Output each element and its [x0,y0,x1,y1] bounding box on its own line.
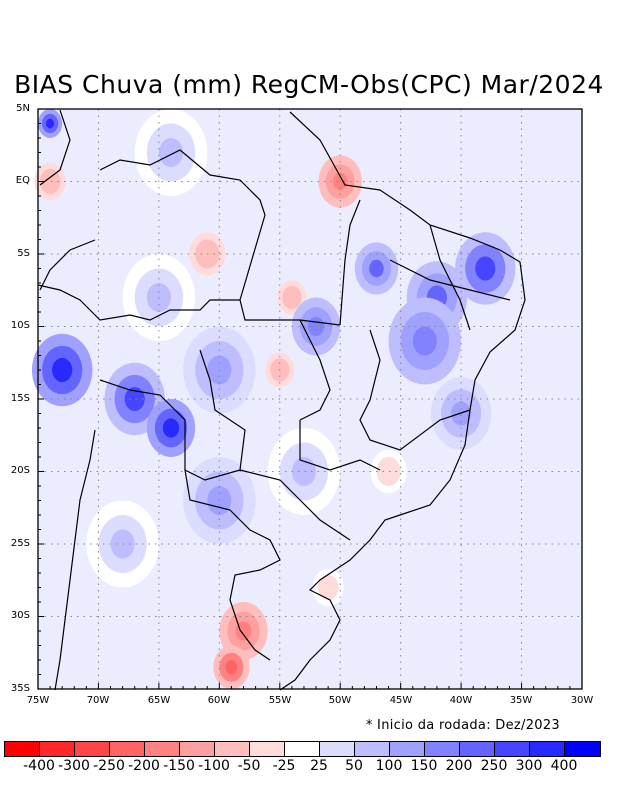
colorbar-box [530,742,565,756]
colorbar-box [75,742,110,756]
colorbar-label: -200 [128,758,160,774]
lat-label: 30S [10,610,30,621]
colorbar-box [215,742,250,756]
colorbar-label: -400 [23,758,55,774]
colorbar-box [460,742,495,756]
colorbar-box [285,742,320,756]
colorbar-label: -25 [272,758,296,774]
colorbar-label: 50 [345,758,363,774]
bias-blob [369,259,384,278]
colorbar-label: 300 [515,758,543,774]
colorbar-label: 150 [410,758,438,774]
border-andes [39,109,96,691]
colorbar-box [355,742,390,756]
bias-blob [158,138,184,167]
bias-blob [225,660,238,675]
bias-blob [412,326,437,356]
colorbar-box [390,742,425,756]
colorbar-label: -300 [58,758,90,774]
colorbar-box [180,742,215,756]
colorbar-box [110,742,145,756]
lat-label: 5S [17,248,30,259]
bias-blob [291,457,317,486]
lon-label: 30W [570,695,594,706]
lon-label: 65W [147,695,171,706]
coastline-east [279,111,526,691]
bias-blob [124,386,145,412]
axis-ticks [37,108,583,690]
bias-blob [287,291,297,304]
colorbar-label: -50 [237,758,261,774]
bias-field [31,109,582,689]
bias-blob [322,581,334,594]
border-paraguay-argentina [184,469,281,661]
lon-label: 50W [328,695,352,706]
colorbar [4,741,601,757]
border-bolivia [99,349,246,481]
colorbar-box [5,742,40,756]
lon-label: 75W [26,695,50,706]
run-start-note: * Inicio da rodada: Dez/2023 [365,718,560,733]
colorbar-box [495,742,530,756]
border-north [99,149,266,301]
lon-label: 60W [207,695,231,706]
country-borders [37,109,526,691]
lat-label: 10S [10,320,30,331]
lat-label: EQ [15,175,30,186]
lon-label: 35W [509,695,533,706]
lon-label: 40W [449,695,473,706]
colorbar-label: -150 [163,758,195,774]
bias-blob [235,621,252,641]
state-borders [239,199,511,541]
colorbar-box [250,742,285,756]
lat-label: 15S [10,393,30,404]
bias-blob [52,357,73,383]
colorbar-label: -250 [93,758,125,774]
bias-blob [44,175,56,188]
lon-label: 70W [86,695,110,706]
colorbar-label: -100 [198,758,230,774]
colorbar-box [565,742,600,756]
lon-label: 55W [268,695,292,706]
lon-label: 45W [389,695,413,706]
map-title: BIAS Chuva (mm) RegCM-Obs(CPC) Mar/2024 [14,70,604,99]
colorbar-box [40,742,75,756]
lat-label: 25S [10,538,30,549]
lat-label: 35S [10,683,30,694]
bias-blob [382,464,395,479]
colorbar-label: 25 [310,758,328,774]
bias-blob [475,256,496,281]
colorbar-box [145,742,180,756]
colorbar-label: 200 [445,758,473,774]
lat-label: 5N [16,103,30,114]
colorbar-label: 400 [550,758,578,774]
colorbar-box [320,742,355,756]
bias-blob [46,118,55,129]
border-west [37,284,341,326]
bias-blob [162,418,180,438]
lat-label: 20S [10,465,30,476]
colorbar-box [425,742,460,756]
colorbar-label: 100 [375,758,403,774]
colorbar-label: 250 [480,758,508,774]
bias-blob [307,316,325,337]
